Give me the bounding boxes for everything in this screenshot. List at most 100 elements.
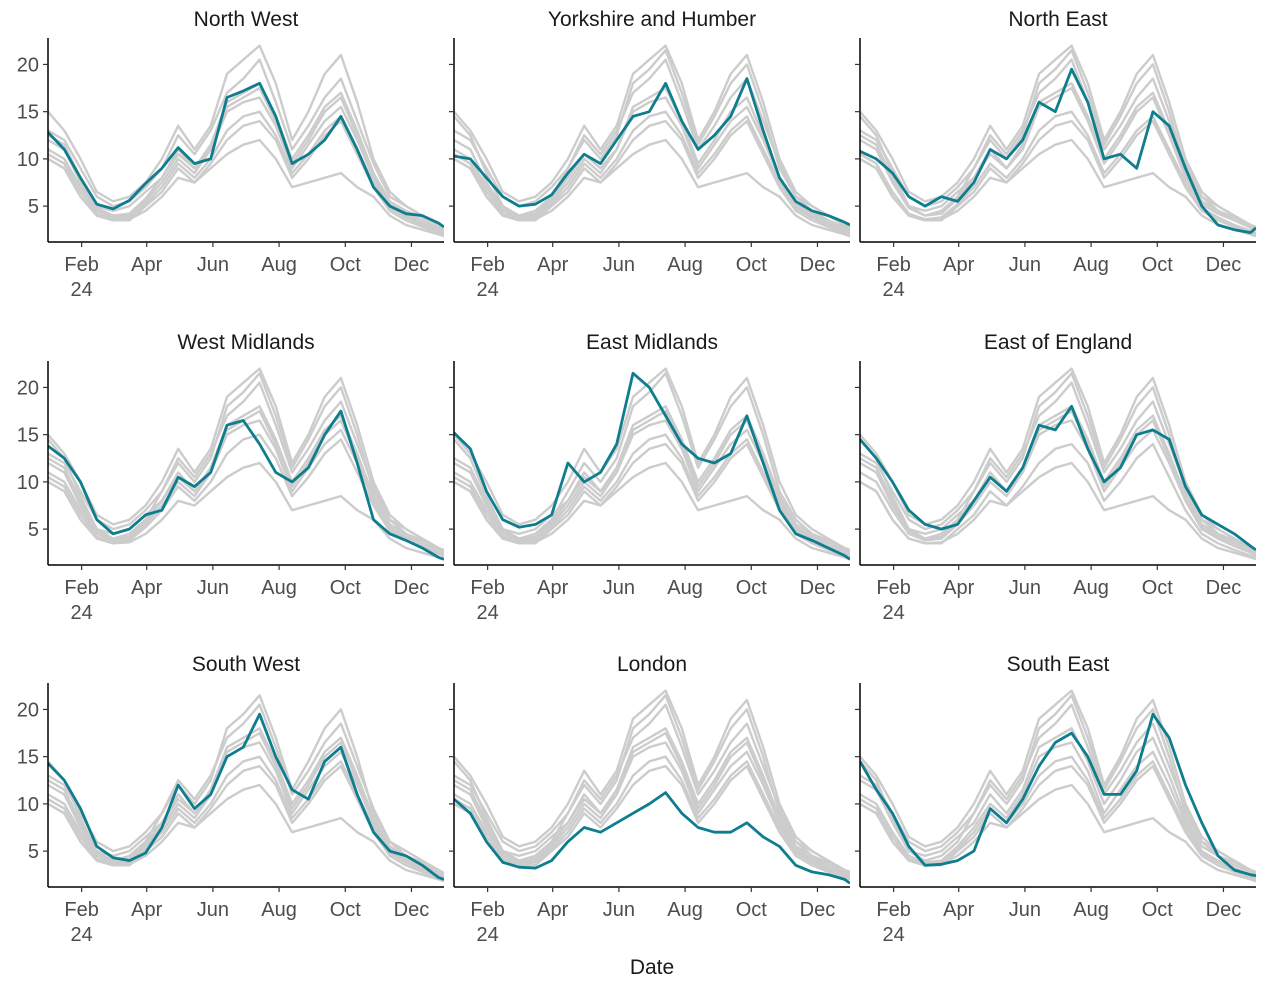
comparison-series-line [454, 703, 850, 874]
highlight-series-line [48, 712, 444, 881]
panel: West Midlands 5 10 15 20 Feb 24 Apr Jun Aug Oct Dec [17, 331, 444, 624]
series-group [860, 689, 1256, 883]
panel-title: London [617, 653, 687, 676]
comparison-series-line [860, 110, 1256, 235]
y-tick-label: 5 [28, 519, 39, 541]
x-tick-label: Jun [197, 254, 229, 276]
highlight-series-line [454, 371, 850, 561]
x-tick-label: Oct [1142, 899, 1174, 921]
x-tick-label: Jun [197, 577, 229, 599]
x-tick-sublabel: 24 [883, 602, 905, 624]
highlight-series-line [454, 77, 850, 227]
x-tick-sublabel: 24 [71, 279, 93, 301]
comparison-series-line [454, 138, 850, 238]
x-tick-sublabel: 24 [71, 924, 93, 946]
comparison-series-line [48, 727, 444, 875]
x-tick-label: Apr [131, 254, 162, 276]
y-tick-label: 10 [17, 794, 39, 816]
comparison-series-line [860, 405, 1256, 553]
x-tick-label: Feb [64, 254, 98, 276]
series-group [48, 367, 444, 561]
comparison-series-line [454, 727, 850, 875]
comparison-series-line [48, 86, 444, 232]
x-tick-label: Jun [603, 254, 635, 276]
x-tick-label: Dec [394, 254, 430, 276]
x-tick-label: Jun [603, 899, 635, 921]
x-tick-sublabel: 24 [883, 279, 905, 301]
comparison-series-line [48, 138, 444, 238]
highlight-series-line [454, 791, 850, 885]
panel-title: Yorkshire and Humber [548, 8, 756, 31]
x-tick-label: Aug [667, 577, 703, 599]
y-tick-label: 20 [17, 699, 39, 721]
highlight-series-line [860, 712, 1256, 878]
x-axis-title: Date [630, 956, 674, 979]
panel: South West 5 10 15 20 Feb 24 Apr Jun Aug Oct Dec [17, 653, 444, 946]
comparison-series-line [48, 409, 444, 555]
comparison-series-line [860, 689, 1256, 874]
x-tick-label: Feb [470, 254, 504, 276]
panel-title: West Midlands [177, 331, 314, 354]
x-tick-label: Dec [1206, 899, 1242, 921]
x-tick-label: Dec [1206, 577, 1242, 599]
highlight-series-line [860, 404, 1256, 552]
comparison-series-line [48, 783, 444, 883]
comparison-series-line [860, 703, 1256, 874]
comparison-series-line [454, 461, 850, 561]
y-tick-label: 20 [17, 54, 39, 76]
highlight-series-line [860, 67, 1256, 234]
x-tick-label: Apr [131, 577, 162, 599]
panel: North East Feb 24 Apr Jun Aug Oct Dec [855, 8, 1256, 301]
comparison-series-line [860, 741, 1256, 879]
panel-title: East Midlands [586, 331, 718, 354]
x-tick-label: Feb [64, 577, 98, 599]
comparison-series-line [48, 58, 444, 229]
x-tick-label: Oct [1142, 254, 1174, 276]
x-tick-sublabel: 24 [71, 602, 93, 624]
x-tick-label: Aug [1073, 254, 1109, 276]
x-tick-label: Apr [537, 899, 568, 921]
comparison-series-line [48, 381, 444, 552]
series-group [860, 44, 1256, 238]
x-tick-label: Apr [131, 899, 162, 921]
x-tick-label: Apr [943, 254, 974, 276]
comparison-series-line [48, 703, 444, 874]
y-tick-label: 5 [28, 841, 39, 863]
comparison-series-line [454, 44, 850, 229]
panel-title: South West [192, 653, 300, 676]
panel: London Feb 24 Apr Jun Aug Oct Dec [449, 653, 850, 946]
y-tick-label: 20 [17, 377, 39, 399]
x-tick-label: Dec [800, 577, 836, 599]
x-tick-label: Jun [1009, 899, 1041, 921]
y-tick-label: 10 [17, 149, 39, 171]
x-tick-label: Oct [330, 577, 362, 599]
y-tick-label: 15 [17, 747, 39, 769]
panel: East of England Feb 24 Apr Jun Aug Oct Dec [855, 331, 1256, 624]
x-tick-label: Aug [1073, 899, 1109, 921]
x-tick-label: Apr [537, 254, 568, 276]
x-tick-label: Apr [537, 577, 568, 599]
x-tick-label: Oct [330, 899, 362, 921]
series-group [454, 689, 850, 885]
x-tick-label: Feb [64, 899, 98, 921]
comparison-series-line [860, 442, 1256, 559]
x-tick-sublabel: 24 [477, 602, 499, 624]
x-tick-label: Dec [1206, 254, 1242, 276]
x-tick-label: Jun [603, 577, 635, 599]
x-tick-label: Jun [1009, 254, 1041, 276]
x-tick-label: Apr [943, 577, 974, 599]
x-tick-label: Jun [1009, 577, 1041, 599]
x-tick-label: Oct [736, 577, 768, 599]
x-tick-label: Feb [876, 577, 910, 599]
comparison-series-line [860, 44, 1256, 229]
x-tick-sublabel: 24 [477, 924, 499, 946]
x-tick-label: Aug [261, 254, 297, 276]
panel-title: South East [1007, 653, 1110, 676]
comparison-series-line [454, 367, 850, 552]
series-group [454, 367, 850, 561]
x-tick-label: Dec [800, 899, 836, 921]
comparison-series-line [48, 367, 444, 552]
comparison-series-line [454, 405, 850, 553]
